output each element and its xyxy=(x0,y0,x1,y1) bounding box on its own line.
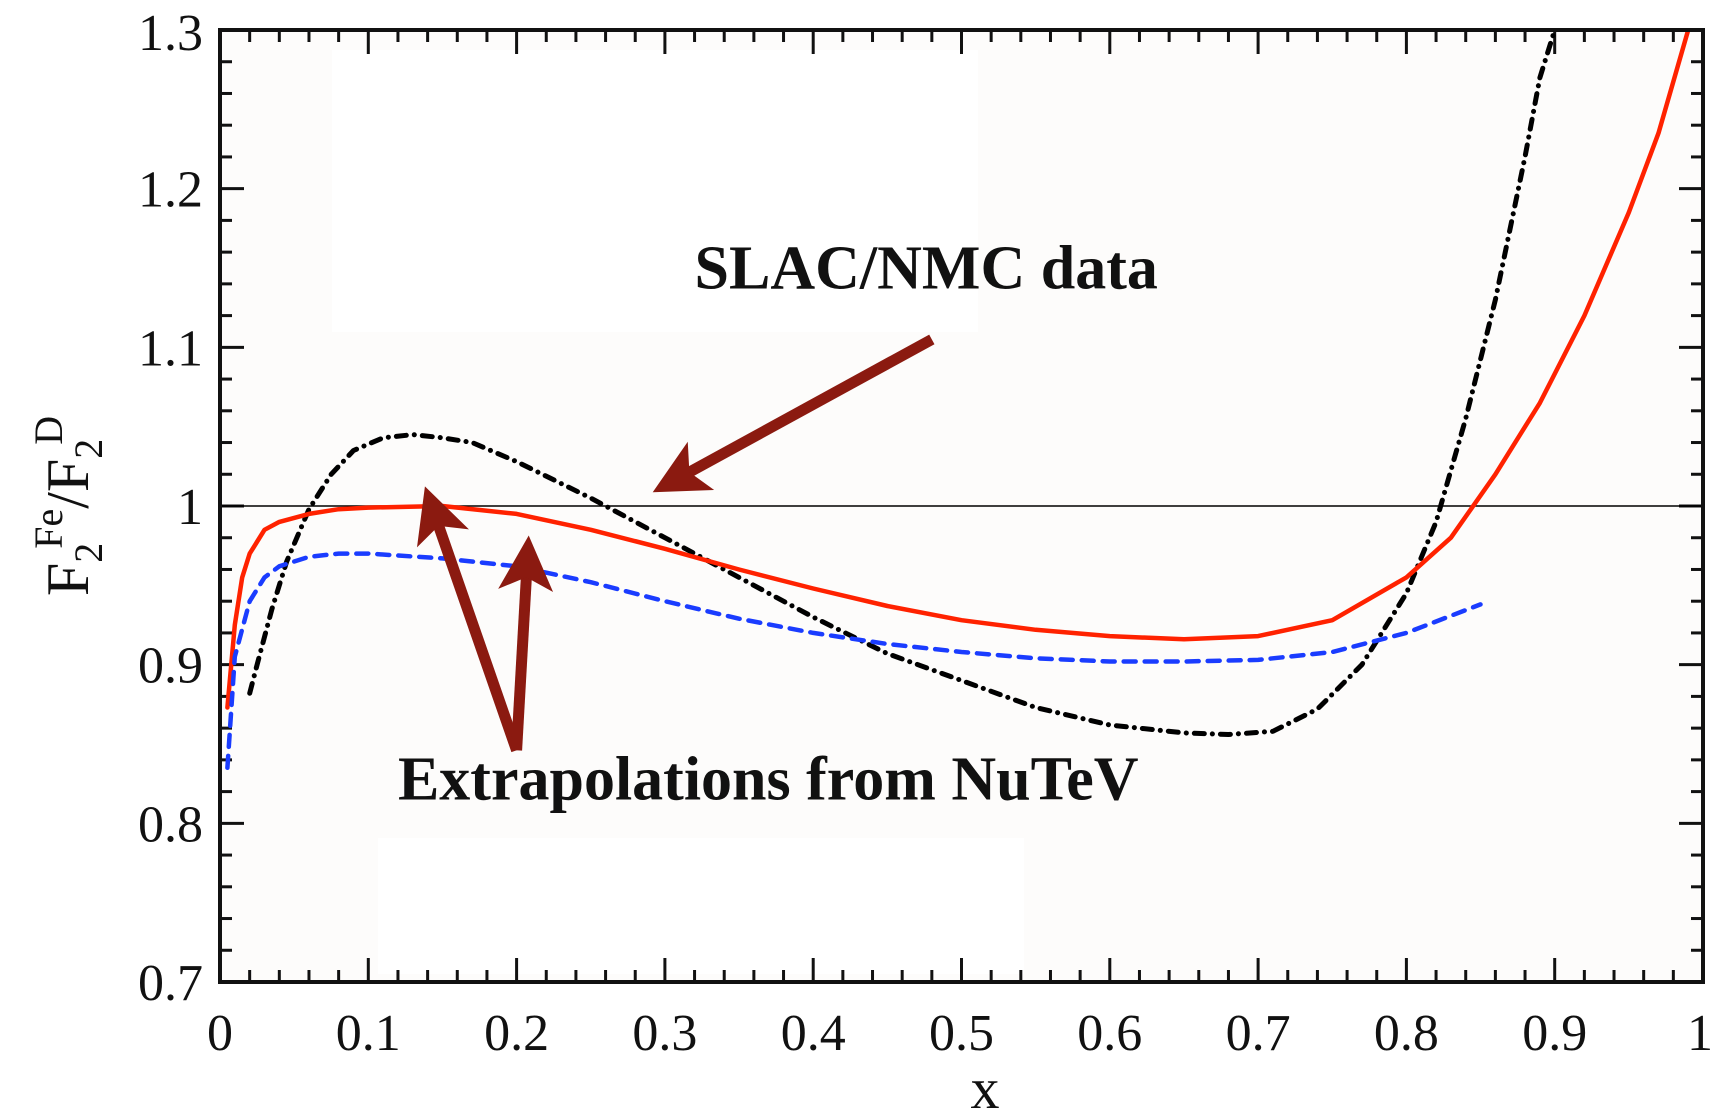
x-tick-label: 0.9 xyxy=(1522,1005,1587,1062)
y-tick-label: 1.3 xyxy=(138,5,203,62)
series-line-solid xyxy=(225,30,1691,710)
x-tick-label: 0.7 xyxy=(1226,1005,1291,1062)
series-line-dashed xyxy=(225,551,1483,771)
x-tick-label: 0.3 xyxy=(632,1005,697,1062)
y-tick-label: 0.8 xyxy=(138,796,203,853)
annotation-label: Extrapolations from NuTeV xyxy=(398,746,1139,814)
x-axis-label: x xyxy=(971,1056,1000,1113)
annotation-layer: SLAC/NMC data Extrapolations from NuTeV xyxy=(398,235,1158,814)
label-mask-bottom xyxy=(378,838,1024,974)
x-tick-label: 0.8 xyxy=(1374,1005,1439,1062)
annotation-arrow xyxy=(498,535,554,751)
x-tick-label: 0.5 xyxy=(929,1005,994,1062)
y-label-sup: Fe xyxy=(26,509,71,549)
annotation-arrow xyxy=(416,486,522,753)
y-label-part: F xyxy=(35,563,101,596)
y-label-sub: 2 xyxy=(66,543,111,563)
y-tick-label: 0.9 xyxy=(138,638,203,695)
x-tick-label: 0.2 xyxy=(484,1005,549,1062)
annotation-arrow xyxy=(652,334,935,493)
y-tick-label: 1.1 xyxy=(138,320,203,377)
x-tick-label: 0 xyxy=(207,1005,233,1062)
x-tick-label: 0.6 xyxy=(1077,1005,1142,1062)
x-tick-label: 1 xyxy=(1687,1005,1713,1062)
y-tick-label: 0.7 xyxy=(138,955,203,1012)
svg-text:F2Fe/F2D: F2Fe/F2D xyxy=(26,416,111,596)
x-tick-label: 0.1 xyxy=(336,1005,401,1062)
plot-frame xyxy=(218,28,1705,984)
x-tick-label: 0.4 xyxy=(781,1005,846,1062)
series-layer xyxy=(225,30,1691,771)
y-label-sub: 2 xyxy=(66,439,111,459)
series-line-dash-dot xyxy=(247,30,1558,737)
y-tick-label: 1.2 xyxy=(138,162,203,219)
annotation-label: SLAC/NMC data xyxy=(695,235,1158,303)
y-label-sup: D xyxy=(26,416,71,445)
arrow-layer xyxy=(416,334,935,753)
y-tick-labels: 0.7 0.8 0.9 1 1.1 1.2 1.3 xyxy=(138,5,203,1012)
y-tick-label: 1 xyxy=(177,479,203,536)
y-axis-label: F2Fe/F2D xyxy=(26,416,111,596)
x-tick-labels: 0 0.1 0.2 0.3 0.4 0.5 0.6 0.7 0.8 0.9 1 xyxy=(207,1005,1713,1062)
y-label-part: /F xyxy=(35,459,101,509)
label-mask-top xyxy=(332,50,978,332)
